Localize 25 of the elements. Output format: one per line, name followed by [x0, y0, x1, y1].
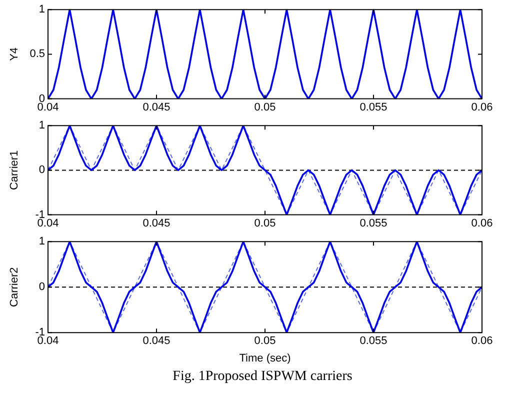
y-axis-title: Carrier2	[8, 267, 21, 307]
x-tick-label: 0.04	[37, 217, 59, 230]
y-tick-label: 1	[38, 120, 45, 132]
y-axis-title: Y4	[8, 47, 21, 61]
x-tick-label: 0.05	[254, 101, 276, 114]
x-tick-label: 0.055	[360, 217, 388, 230]
y-tick-label: 0	[38, 281, 45, 294]
x-tick-label: 0.055	[360, 101, 388, 114]
x-axis-title: Time (sec)	[239, 352, 291, 364]
x-tick-label: 0.045	[142, 101, 170, 114]
x-tick-label: 0.05	[254, 217, 276, 230]
x-tick-label: 0.04	[37, 101, 59, 114]
x-tick-label: 0.05	[254, 335, 276, 348]
y-tick-label: 1	[38, 4, 45, 16]
y-tick-label: 0	[38, 164, 45, 176]
x-tick-label: 0.055	[360, 335, 388, 348]
x-tick-label: 0.045	[142, 335, 170, 348]
caption: Fig. 1Proposed ISPWM carriers	[172, 369, 354, 385]
y-tick-label: 0.5	[30, 48, 45, 60]
x-tick-label: 0.06	[471, 101, 493, 114]
y-axis-title: Carrier1	[8, 150, 21, 190]
x-tick-label: 0.045	[142, 217, 170, 230]
x-tick-label: 0.06	[471, 217, 493, 230]
y-tick-label: 1	[38, 236, 45, 248]
x-tick-label: 0.06	[471, 335, 493, 348]
